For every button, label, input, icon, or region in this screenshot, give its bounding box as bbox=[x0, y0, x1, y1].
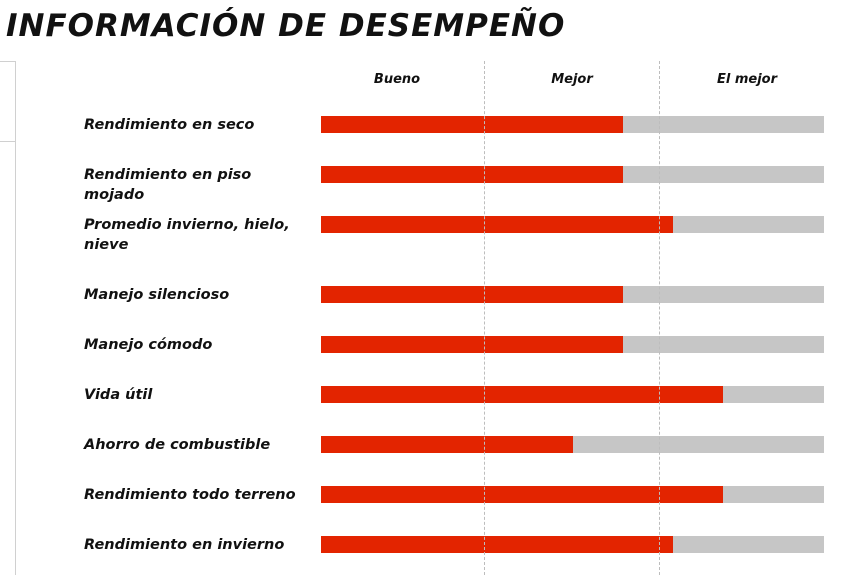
rating-bar-fill bbox=[321, 286, 623, 303]
rating-bar-track bbox=[321, 386, 824, 403]
metric-label: Rendimiento en invierno bbox=[84, 537, 285, 553]
metric-label: Promedio invierno, hielo, nieve bbox=[84, 217, 290, 253]
rating-bar-fill bbox=[321, 436, 573, 453]
left-border-line bbox=[15, 61, 16, 575]
metric-label: Vida útil bbox=[84, 387, 153, 403]
metric-label: Rendimiento en seco bbox=[84, 117, 255, 133]
metric-label: Rendimiento en piso mojado bbox=[84, 167, 252, 203]
grid-divider-line bbox=[659, 61, 660, 575]
rating-bar-fill bbox=[321, 336, 623, 353]
page-title: INFORMACIÓN DE DESEMPEÑO bbox=[6, 8, 566, 44]
grid-divider-line bbox=[484, 61, 485, 575]
metric-label: Manejo silencioso bbox=[84, 287, 230, 303]
rating-bar-track bbox=[321, 336, 824, 353]
rating-bar-track bbox=[321, 216, 824, 233]
rating-bar-fill bbox=[321, 486, 723, 503]
metric-label: Manejo cómodo bbox=[84, 337, 213, 353]
rating-bar-fill bbox=[321, 116, 623, 133]
rating-bar-track bbox=[321, 116, 824, 133]
scale-level-label: Bueno bbox=[373, 72, 421, 87]
rating-bar-fill bbox=[321, 536, 673, 553]
left-border-tick bbox=[0, 61, 15, 62]
scale-level-label: El mejor bbox=[716, 72, 778, 87]
rating-bar-track bbox=[321, 286, 824, 303]
rating-bar-track bbox=[321, 486, 824, 503]
rating-bar-fill bbox=[321, 216, 673, 233]
rating-bar-track bbox=[321, 166, 824, 183]
rating-bar-track bbox=[321, 436, 824, 453]
scale-level-label: Mejor bbox=[551, 72, 593, 87]
rating-bar-fill bbox=[321, 386, 723, 403]
rating-bar-fill bbox=[321, 166, 623, 183]
left-border-tick bbox=[0, 141, 15, 142]
rating-bar-track bbox=[321, 536, 824, 553]
metric-label: Rendimiento todo terreno bbox=[84, 487, 296, 503]
metric-label: Ahorro de combustible bbox=[84, 437, 271, 453]
